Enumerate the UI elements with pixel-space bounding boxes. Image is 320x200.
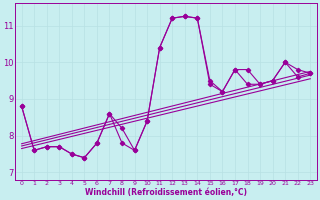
X-axis label: Windchill (Refroidissement éolien,°C): Windchill (Refroidissement éolien,°C) bbox=[85, 188, 247, 197]
